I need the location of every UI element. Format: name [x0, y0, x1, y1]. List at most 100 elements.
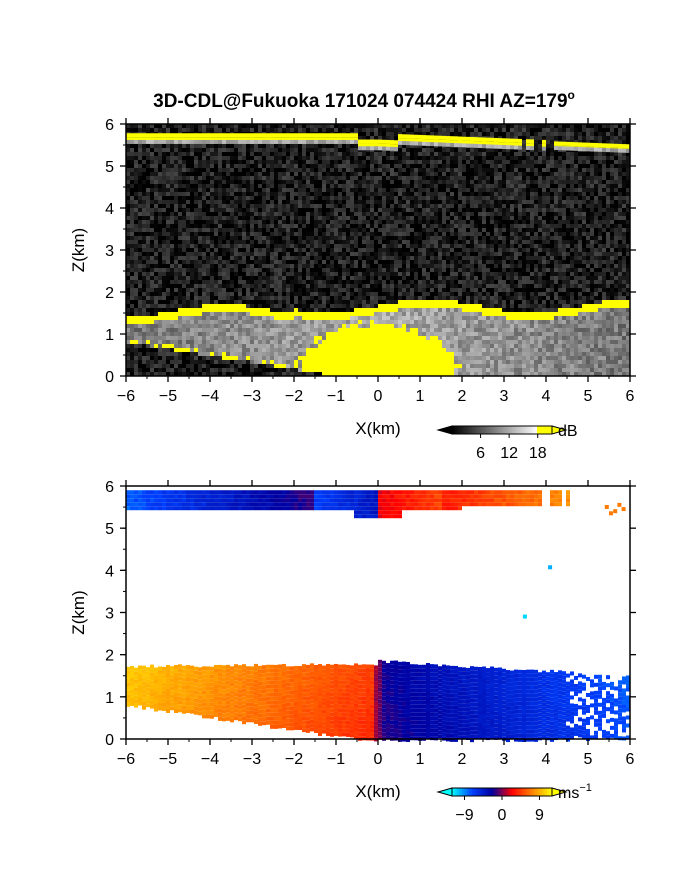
- colorbar: 6 12 18 dB: [436, 423, 578, 462]
- x-tick-label: 6: [626, 388, 635, 405]
- colorbar-segment: [542, 788, 545, 796]
- colorbar-segment: [537, 426, 540, 434]
- x-tick-label: 3: [500, 388, 509, 405]
- colorbar-tick-label: 18: [529, 445, 547, 462]
- colorbar-segment: [532, 426, 535, 434]
- colorbar-segment: [504, 788, 508, 796]
- x-tick-label: 1: [416, 388, 425, 405]
- colorbar-tick-label: 0: [498, 807, 507, 824]
- colorbar-segment: [534, 426, 538, 434]
- colorbar-segment: [514, 788, 518, 796]
- colorbar-segment: [464, 788, 468, 796]
- x-tick-label: 5: [584, 388, 593, 405]
- colorbar-segment: [487, 426, 490, 434]
- x-tick-label: −1: [327, 388, 345, 405]
- x-tick-label: −6: [117, 388, 135, 405]
- colorbar-segment: [482, 426, 485, 434]
- y-tick-label: 6: [105, 479, 114, 496]
- colorbar-segment: [469, 426, 473, 434]
- colorbar-segment: [549, 788, 553, 796]
- y-tick-label: 6: [105, 117, 114, 134]
- x-tick-label: 3: [500, 751, 509, 768]
- colorbar-low-arrow: [436, 425, 453, 435]
- colorbar-segment: [454, 426, 458, 434]
- y-axis-label: Z(km): [69, 590, 88, 634]
- y-tick-label: 0: [105, 732, 114, 749]
- colorbar-segment: [457, 426, 460, 434]
- colorbar-segment: [487, 788, 490, 796]
- colorbar-segment: [532, 788, 535, 796]
- velocity-panel: −6 −5 −4 −3 −2 −1 0 1 2 3 4 5 6 0 1 2 3 4 5 6 X(km) Z(km) −9 0 9…: [69, 479, 636, 824]
- colorbar-segment: [509, 788, 513, 796]
- colorbar-segment: [524, 426, 528, 434]
- figure-title: 3D-CDL@Fukuoka 171024 074424 RHI AZ=179o: [153, 88, 575, 112]
- x-tick-label: −4: [201, 751, 219, 768]
- colorbar-segment: [464, 426, 468, 434]
- colorbar-unit: ms−1: [558, 782, 592, 802]
- colorbar-segment: [492, 788, 495, 796]
- colorbar-segment: [472, 426, 475, 434]
- colorbar-segment: [517, 426, 520, 434]
- x-tick-label: 0: [374, 751, 383, 768]
- colorbar-segment: [462, 426, 465, 434]
- colorbar-tick-label: −9: [455, 807, 473, 824]
- y-tick-label: 0: [105, 369, 114, 386]
- colorbar: −9 0 9 ms−1: [436, 782, 592, 824]
- y-tick-label: 2: [105, 285, 114, 302]
- x-tick-label: −3: [243, 751, 261, 768]
- x-axis-label: X(km): [355, 782, 400, 801]
- y-tick-label: 1: [105, 327, 114, 344]
- colorbar-segment: [472, 788, 475, 796]
- colorbar-segment: [549, 426, 553, 434]
- colorbar-segment: [459, 426, 463, 434]
- colorbar-tick-label: 12: [500, 445, 518, 462]
- colorbar-segment: [484, 788, 488, 796]
- colorbar-segment: [514, 426, 518, 434]
- data-field: [126, 490, 630, 743]
- x-tick-label: 4: [542, 388, 551, 405]
- x-tick-label: −1: [327, 751, 345, 768]
- colorbar-segment: [489, 426, 493, 434]
- y-tick-label: 5: [105, 521, 114, 538]
- colorbar-segment: [502, 788, 505, 796]
- colorbar-segment: [469, 788, 473, 796]
- colorbar-segment: [462, 788, 465, 796]
- colorbar-segment: [489, 788, 493, 796]
- colorbar-segment: [539, 426, 543, 434]
- y-tick-label: 4: [105, 563, 114, 580]
- colorbar-segment: [522, 788, 525, 796]
- colorbar-tick-label: 9: [535, 807, 544, 824]
- colorbar-segment: [467, 426, 470, 434]
- x-tick-label: −3: [243, 388, 261, 405]
- x-tick-label: −6: [117, 751, 135, 768]
- colorbar-segment: [499, 788, 503, 796]
- colorbar-segment: [529, 426, 533, 434]
- x-tick-label: 6: [626, 751, 635, 768]
- colorbar-segment: [467, 788, 470, 796]
- colorbar-segment: [534, 788, 538, 796]
- colorbar-segment: [544, 426, 548, 434]
- colorbar-segment: [497, 426, 500, 434]
- y-tick-label: 5: [105, 159, 114, 176]
- colorbar-tick-label: 6: [476, 445, 485, 462]
- colorbar-segment: [457, 788, 460, 796]
- colorbar-segment: [527, 788, 530, 796]
- colorbar-segment: [499, 426, 503, 434]
- colorbar-segment: [519, 426, 523, 434]
- colorbar-segment: [479, 426, 483, 434]
- y-tick-label: 3: [105, 243, 114, 260]
- colorbar-segment: [519, 788, 523, 796]
- colorbar-segment: [497, 788, 500, 796]
- x-tick-label: −5: [159, 751, 177, 768]
- y-tick-label: 3: [105, 606, 114, 623]
- colorbar-segment: [507, 426, 510, 434]
- colorbar-segment: [547, 788, 550, 796]
- y-axis-label: Z(km): [69, 228, 88, 272]
- colorbar-segment: [544, 788, 548, 796]
- colorbar-segment: [494, 426, 498, 434]
- colorbar-segment: [512, 426, 515, 434]
- colorbar-segment: [524, 788, 528, 796]
- colorbar-segment: [512, 788, 515, 796]
- x-tick-label: −2: [285, 751, 303, 768]
